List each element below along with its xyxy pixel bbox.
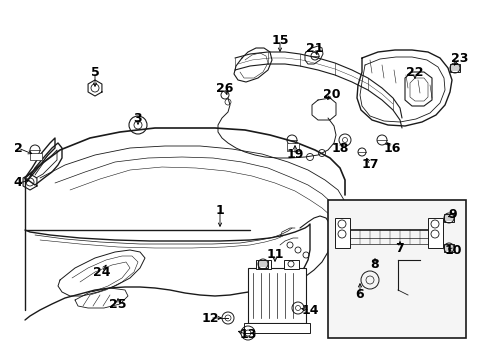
Bar <box>427 218 442 248</box>
Bar <box>449 64 459 72</box>
Text: 4: 4 <box>14 176 22 189</box>
Bar <box>256 260 270 269</box>
Bar <box>334 218 349 248</box>
Text: 14: 14 <box>301 303 318 316</box>
Text: 15: 15 <box>271 33 288 46</box>
Text: 1: 1 <box>215 203 224 216</box>
Text: 25: 25 <box>109 298 126 311</box>
Bar <box>30 153 42 160</box>
Text: 24: 24 <box>93 266 110 279</box>
Bar <box>443 244 453 252</box>
Text: 12: 12 <box>201 311 218 324</box>
Text: 3: 3 <box>133 112 142 125</box>
Text: 2: 2 <box>14 141 22 154</box>
Text: 23: 23 <box>450 51 468 64</box>
Text: 21: 21 <box>305 41 323 54</box>
Bar <box>286 143 298 151</box>
Bar <box>327 200 465 338</box>
Text: 6: 6 <box>355 288 364 302</box>
Text: 7: 7 <box>395 242 404 255</box>
Text: 9: 9 <box>448 208 456 221</box>
Text: 18: 18 <box>331 141 348 154</box>
Bar <box>247 268 305 323</box>
Text: 16: 16 <box>383 141 400 154</box>
Text: 11: 11 <box>265 248 283 261</box>
Bar <box>258 260 267 268</box>
Bar <box>284 260 298 269</box>
Text: 19: 19 <box>286 148 303 162</box>
Bar <box>244 323 309 333</box>
Text: 13: 13 <box>239 328 256 342</box>
Text: 20: 20 <box>323 89 340 102</box>
Text: 8: 8 <box>370 258 379 271</box>
Text: 26: 26 <box>216 81 233 94</box>
Text: 10: 10 <box>443 243 461 256</box>
Text: 5: 5 <box>90 66 99 78</box>
Text: 17: 17 <box>361 158 378 171</box>
Text: 22: 22 <box>406 66 423 78</box>
Bar <box>443 214 453 222</box>
